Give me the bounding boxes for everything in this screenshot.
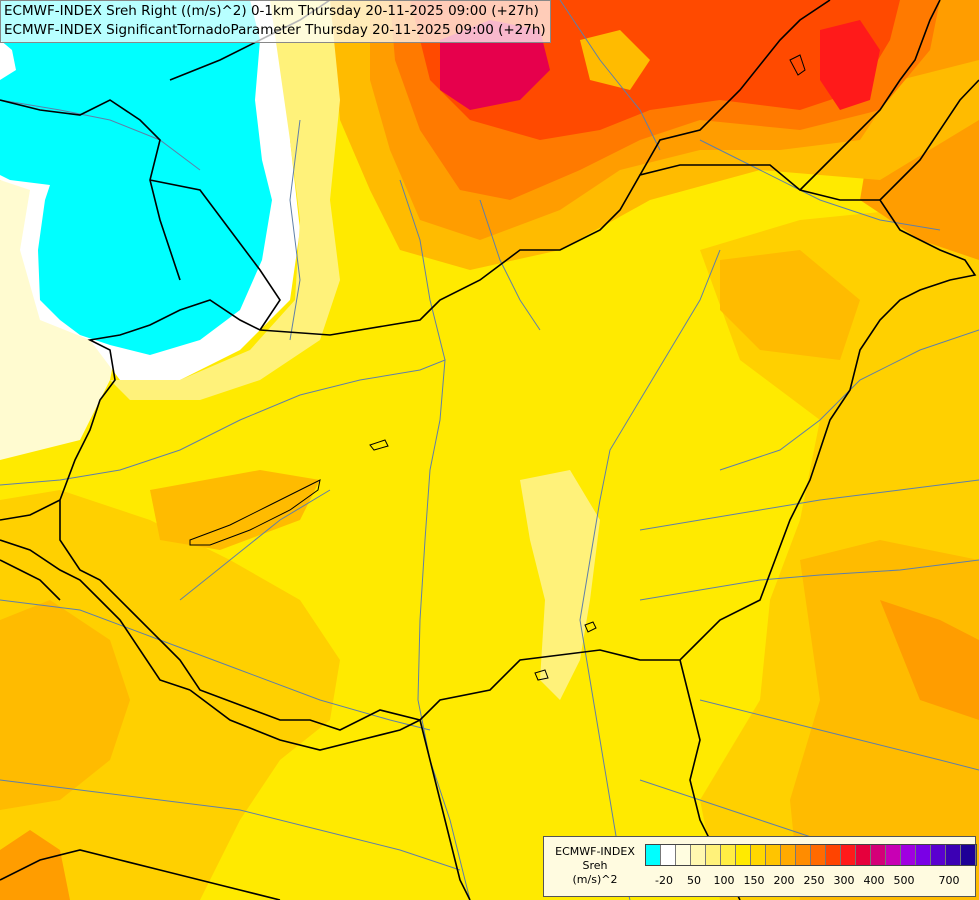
river-koros (639, 479, 979, 531)
border-slovakia-ukraine (799, 0, 941, 191)
border-bosnia-montenegro (0, 849, 281, 900)
legend-tick-label: 200 (773, 874, 795, 887)
legend-swatch (691, 845, 706, 865)
border-croatia-bosnia (189, 689, 421, 751)
river-vah (399, 179, 446, 361)
river-mures (639, 559, 979, 601)
lakes-layer (189, 54, 806, 681)
title-line-sreh: ECMWF-INDEX Sreh Right ((m/s)^2) 0-1km T… (4, 3, 539, 19)
legend-swatch (871, 845, 886, 865)
border-poland-ukraine (639, 0, 831, 176)
river-somes (719, 329, 979, 471)
border-czech-slovakia (149, 179, 281, 331)
legend-swatch (766, 845, 781, 865)
lake-small-south (584, 621, 597, 633)
river-vistula-top (559, 0, 661, 151)
border-croatia-slovenia (0, 539, 191, 691)
legend-unit: (m/s)^2 (572, 873, 618, 886)
border-austria-slovenia (0, 499, 61, 521)
legend-tick-label: 700 (938, 874, 960, 887)
legend-swatch (661, 845, 676, 865)
legend-swatch (676, 845, 691, 865)
river-west-cyan (0, 99, 201, 171)
orange-region-southwest (0, 600, 130, 810)
river-south-mid (639, 779, 821, 841)
pale-streak-central (520, 470, 600, 700)
legend-swatch (946, 845, 961, 865)
border-romania-ukraine (879, 79, 979, 201)
lake-small-northeast (789, 54, 806, 76)
lake-small-south-east (534, 669, 549, 681)
river-south-east (699, 699, 979, 771)
border-west-lower (0, 559, 61, 601)
legend-model: ECMWF-INDEX (555, 845, 635, 858)
legend-tick-label: 400 (863, 874, 885, 887)
legend-swatch (886, 845, 901, 865)
legend-swatch (706, 845, 721, 865)
orange-band-west (150, 470, 320, 550)
legend-swatch (751, 845, 766, 865)
river-morava (289, 119, 301, 341)
cyan-region-northwest (0, 0, 272, 355)
legend-tick-label: 50 (687, 874, 701, 887)
map-title-box: ECMWF-INDEX Sreh Right ((m/s)^2) 0-1km T… (0, 0, 551, 43)
border-austria-czech (0, 99, 181, 281)
legend-swatch (961, 845, 976, 865)
river-tisza (579, 249, 721, 900)
legend-swatch (931, 845, 946, 865)
legend-swatch (856, 845, 871, 865)
river-raba (179, 489, 331, 601)
color-legend: ECMWF-INDEX Sreh (m/s)^2 -20 50 100 150 200 2… (543, 836, 977, 897)
river-sava (0, 779, 461, 871)
orange-spot-north-center (580, 30, 650, 90)
river-drava (0, 599, 431, 731)
legend-tick-label: 250 (803, 874, 825, 887)
orange-spot-east (880, 600, 979, 720)
legend-swatch (646, 845, 661, 865)
border-serbia-croatia (419, 719, 471, 900)
border-hungary (59, 164, 977, 731)
legend-tick-label: -20 (655, 874, 673, 887)
legend-swatch (811, 845, 826, 865)
legend-tick-label: 300 (833, 874, 855, 887)
legend-label: ECMWF-INDEX Sreh (m/s)^2 (546, 845, 644, 887)
legend-tick-label: 150 (743, 874, 765, 887)
legend-tick-label: 500 (893, 874, 915, 887)
legend-tick-label: 100 (713, 874, 735, 887)
red-core-northeast (820, 20, 880, 110)
legend-swatch (796, 845, 811, 865)
orange-spot-east-central (720, 250, 860, 360)
legend-swatch (826, 845, 841, 865)
river-northeast (699, 139, 941, 231)
orange-spot-southwest (0, 830, 70, 900)
legend-swatch (721, 845, 736, 865)
legend-color-bar (645, 844, 977, 866)
legend-swatch (736, 845, 751, 865)
legend-swatch (901, 845, 916, 865)
legend-swatch (781, 845, 796, 865)
river-hron (479, 199, 541, 331)
legend-swatch (916, 845, 931, 865)
white-patch-northwest (0, 40, 16, 80)
title-line-stp: ECMWF-INDEX SignificantTornadoParameter … (4, 22, 546, 38)
lake-balaton (189, 479, 321, 546)
legend-swatch (841, 845, 856, 865)
lake-velence (369, 439, 389, 451)
legend-variable: Sreh (582, 859, 608, 872)
gold-region-southwest (0, 490, 340, 900)
legend-tick-row: -20 50 100 150 200 250 300 400 500 700 (645, 874, 965, 890)
